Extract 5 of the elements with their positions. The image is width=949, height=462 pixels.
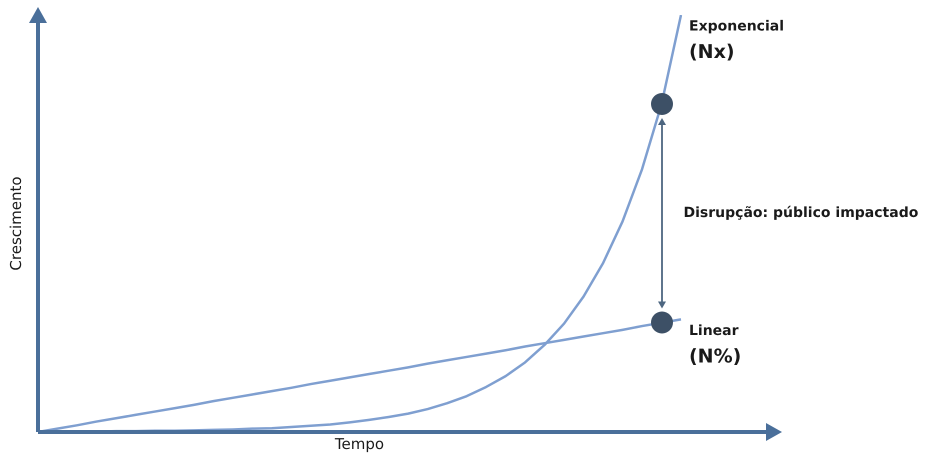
- series-label: Linear (N%): [689, 323, 742, 368]
- series-label: Exponencial (Nx): [689, 18, 784, 63]
- annotation: Disrupção: público impactado: [684, 205, 919, 222]
- x-axis-title: Tempo: [334, 434, 384, 453]
- y-axis-title: Crescimento: [6, 176, 25, 271]
